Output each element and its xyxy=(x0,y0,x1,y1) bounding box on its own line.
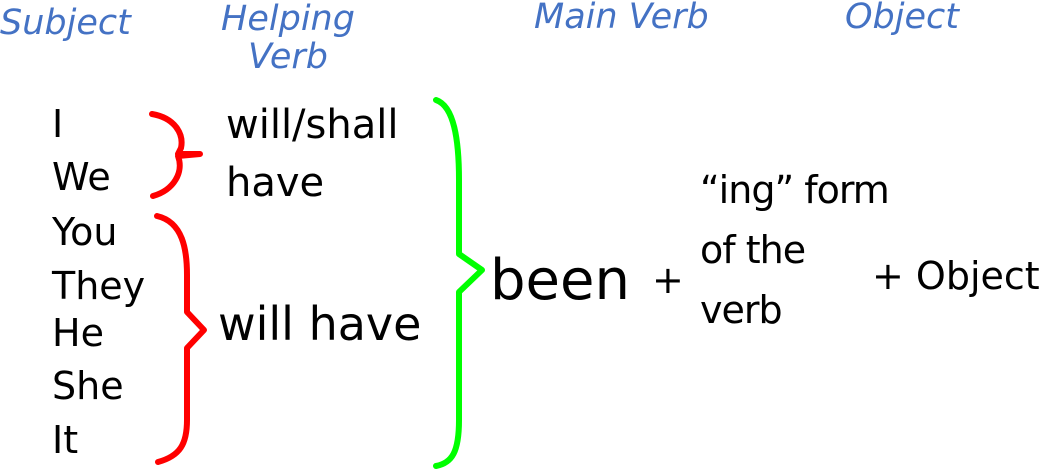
subject-he: He xyxy=(52,311,104,355)
subject-we: We xyxy=(52,155,111,199)
ing-form-line1: “ing” form xyxy=(700,168,890,212)
plus-sign: + xyxy=(652,258,684,302)
subject-she: She xyxy=(52,364,124,408)
green-brace xyxy=(433,97,485,469)
subject-you: You xyxy=(52,210,118,254)
subject-it: It xyxy=(52,418,79,462)
header-helping-verb-line1: Helping xyxy=(221,0,355,39)
helping-verb-will-have: will have xyxy=(218,297,422,351)
helping-verb-will-shall: will/shall xyxy=(226,102,399,148)
header-helping-verb-line2: Verb xyxy=(247,37,329,77)
header-main-verb: Main Verb xyxy=(534,0,709,37)
ing-form-line3: verb xyxy=(700,288,783,332)
header-object: Object xyxy=(845,0,959,37)
header-helping-verb: Helping Verb xyxy=(208,0,368,76)
red-brace-top xyxy=(149,111,203,199)
ing-form-line2: of the xyxy=(700,228,806,272)
helping-verb-have: have xyxy=(226,160,325,206)
subject-i: I xyxy=(52,102,64,146)
red-brace-bottom xyxy=(154,213,207,465)
header-subject: Subject xyxy=(0,3,131,43)
subject-they: They xyxy=(52,264,146,308)
object-label: + Object xyxy=(872,254,1040,298)
main-verb-been: been xyxy=(490,248,630,313)
